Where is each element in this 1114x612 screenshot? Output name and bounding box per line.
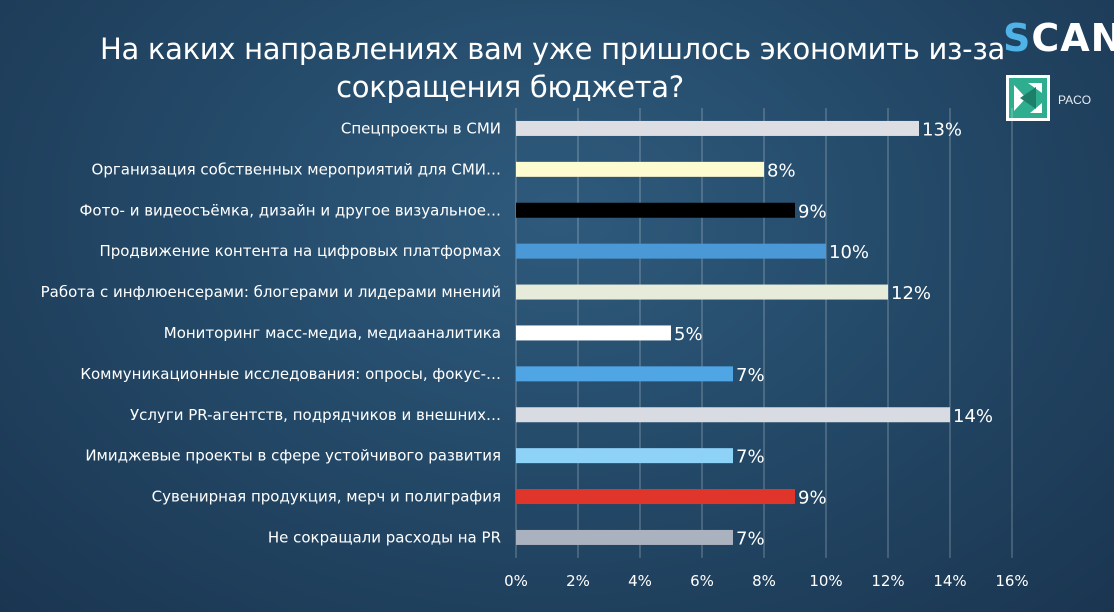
chart-title-line-2: сокращения бюджета? (336, 70, 684, 104)
bar (516, 202, 795, 218)
category-label: Коммуникационные исследования: опросы, ф… (80, 365, 501, 383)
bar (516, 284, 888, 300)
chart-title-line-1: На каких направлениях вам уже пришлось э… (100, 32, 1005, 66)
scan-logo-s: S (1003, 16, 1032, 60)
x-tick-label: 14% (933, 572, 966, 590)
value-label: 12% (891, 283, 931, 304)
x-tick-label: 4% (628, 572, 652, 590)
x-tick-label: 12% (871, 572, 904, 590)
category-label: Продвижение контента на цифровых платфор… (99, 242, 501, 260)
chart-category-labels: Спецпроекты в СМИ Организация собственных… (41, 119, 502, 546)
category-label: Мониторинг масс-медиа, медиааналитика (164, 324, 501, 342)
x-tick-label: 0% (504, 572, 528, 590)
scan-logo: SCAN (1003, 16, 1114, 60)
bar (516, 407, 950, 423)
bar (516, 366, 733, 382)
bar (516, 161, 764, 177)
value-label: 9% (798, 201, 827, 222)
paco-badge-icon (1006, 75, 1050, 121)
value-label: 13% (922, 119, 962, 140)
scan-logo-rest: CAN (1031, 16, 1114, 60)
bar (516, 448, 733, 464)
category-label: Сувенирная продукция, мерч и полиграфия (152, 488, 501, 506)
bar (516, 120, 919, 136)
x-tick-label: 8% (752, 572, 776, 590)
category-label: Спецпроекты в СМИ (341, 119, 501, 137)
x-tick-label: 10% (809, 572, 842, 590)
category-label: Услуги PR-агентств, подрядчиков и внешни… (130, 406, 501, 424)
category-label: Организация собственных мероприятий для … (92, 160, 501, 178)
value-label: 8% (767, 160, 796, 181)
value-label: 9% (798, 488, 827, 509)
x-tick-label: 2% (566, 572, 590, 590)
chart-title: На каких направлениях вам уже пришлось э… (100, 30, 1005, 106)
category-label: Не сокращали расходы на PR (268, 528, 501, 546)
bar (516, 325, 671, 341)
value-label: 7% (736, 528, 765, 549)
bar (516, 489, 795, 505)
paco-logo: PACO (1006, 75, 1106, 125)
chart-x-ticks: 0% 2% 4% 6% 8% 10% 12% 14% 16% (504, 572, 1029, 590)
category-label: Фото- и видеосъёмка, дизайн и другое виз… (80, 201, 501, 219)
bar (516, 529, 733, 545)
category-label: Работа с инфлюенсерами: блогерами и лиде… (41, 283, 501, 301)
value-label: 10% (829, 242, 869, 263)
value-label: 14% (953, 406, 993, 427)
value-label: 5% (674, 324, 703, 345)
x-tick-label: 16% (995, 572, 1028, 590)
category-label: Имиджевые проекты в сфере устойчивого ра… (85, 447, 501, 465)
x-tick-label: 6% (690, 572, 714, 590)
value-label: 7% (736, 447, 765, 468)
chart-value-labels: 13%8%9%10%12%5%7%14%7%9%7% (674, 119, 993, 549)
value-label: 7% (736, 365, 765, 386)
paco-label: PACO (1058, 93, 1092, 107)
bar (516, 243, 826, 259)
chart-bars (516, 120, 950, 545)
